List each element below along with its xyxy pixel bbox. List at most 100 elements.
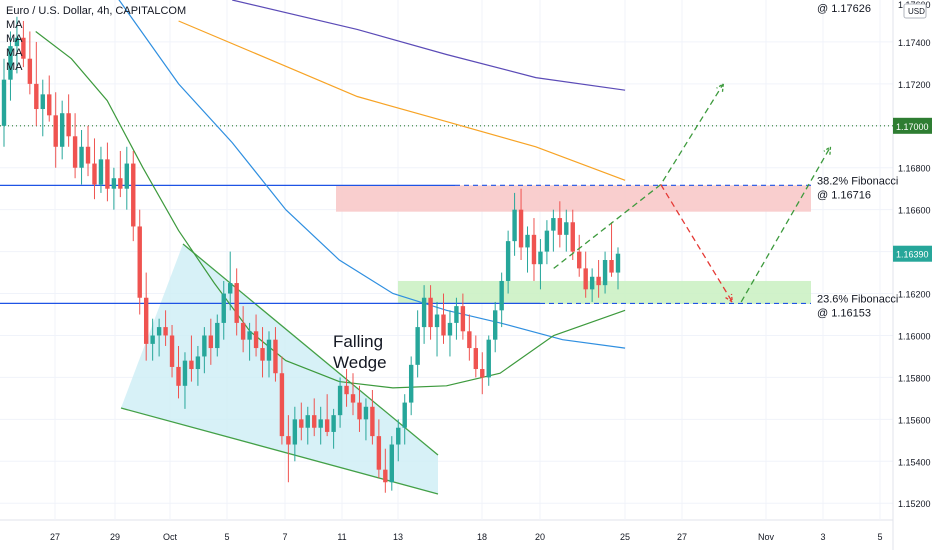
- candle-body[interactable]: [447, 322, 453, 336]
- candle-body[interactable]: [589, 276, 595, 290]
- candle-body[interactable]: [202, 335, 207, 357]
- last-price-badge[interactable]: [893, 245, 932, 262]
- candle-body[interactable]: [195, 356, 201, 370]
- candle-body[interactable]: [434, 314, 440, 328]
- candle-body[interactable]: [512, 209, 517, 242]
- candle-body[interactable]: [260, 348, 265, 361]
- currency-badge[interactable]: [903, 3, 927, 19]
- candle-body[interactable]: [273, 339, 278, 374]
- candle-body[interactable]: [59, 113, 65, 147]
- candle-body[interactable]: [131, 163, 136, 227]
- candle-body[interactable]: [480, 369, 485, 378]
- candle-body[interactable]: [176, 366, 181, 386]
- candle-body[interactable]: [486, 339, 491, 378]
- candle-body[interactable]: [163, 327, 168, 336]
- candle-body[interactable]: [363, 406, 369, 420]
- candle-body[interactable]: [602, 260, 608, 286]
- candle-body[interactable]: [499, 280, 504, 311]
- candle-body[interactable]: [305, 415, 310, 428]
- candle-body[interactable]: [583, 268, 588, 290]
- candle-body[interactable]: [234, 283, 239, 323]
- candle-body[interactable]: [266, 339, 272, 361]
- ma-legend-1[interactable]: MA: [6, 19, 23, 31]
- candle-body[interactable]: [376, 436, 382, 470]
- candle-body[interactable]: [544, 230, 550, 252]
- candle-body[interactable]: [34, 83, 39, 110]
- candle-body[interactable]: [66, 113, 71, 137]
- candle-body[interactable]: [337, 385, 343, 416]
- candle-body[interactable]: [8, 46, 13, 80]
- candle-body[interactable]: [253, 331, 259, 349]
- candle-body[interactable]: [577, 251, 582, 269]
- candle-body[interactable]: [467, 331, 472, 349]
- candle-body[interactable]: [331, 415, 336, 432]
- candle-body[interactable]: [383, 469, 388, 483]
- candle-body[interactable]: [72, 136, 78, 168]
- candle-body[interactable]: [27, 58, 33, 84]
- candle-body[interactable]: [312, 415, 317, 428]
- candle-body[interactable]: [208, 335, 214, 349]
- candle-body[interactable]: [92, 163, 97, 185]
- candle-body[interactable]: [596, 276, 601, 286]
- ma-legend-4[interactable]: MA: [6, 61, 23, 73]
- candle-body[interactable]: [570, 222, 575, 252]
- candle-body[interactable]: [182, 360, 188, 386]
- candle-body[interactable]: [21, 37, 26, 59]
- candle-body[interactable]: [98, 159, 104, 185]
- candle-body[interactable]: [505, 241, 511, 281]
- level-badge[interactable]: [893, 117, 932, 134]
- candle-body[interactable]: [143, 297, 149, 344]
- candle-body[interactable]: [85, 146, 91, 164]
- candle-body[interactable]: [551, 218, 556, 231]
- candle-body[interactable]: [137, 226, 142, 298]
- candle-body[interactable]: [357, 402, 362, 420]
- candle-body[interactable]: [389, 444, 394, 483]
- ma-legend-2[interactable]: MA: [6, 33, 23, 45]
- candle-body[interactable]: [124, 163, 129, 189]
- candle-body[interactable]: [615, 253, 621, 273]
- candle-body[interactable]: [538, 251, 543, 265]
- candle-body[interactable]: [473, 348, 479, 370]
- candle-body[interactable]: [402, 402, 407, 428]
- candle-body[interactable]: [105, 159, 110, 189]
- candle-body[interactable]: [228, 283, 233, 294]
- candle-body[interactable]: [460, 306, 466, 332]
- candle-body[interactable]: [279, 373, 285, 437]
- candle-body[interactable]: [292, 419, 298, 445]
- candle-body[interactable]: [53, 115, 58, 147]
- candle-body[interactable]: [415, 327, 420, 365]
- candle-body[interactable]: [454, 306, 459, 323]
- candle-body[interactable]: [14, 37, 20, 47]
- candle-body[interactable]: [408, 364, 414, 403]
- candle-body[interactable]: [441, 314, 446, 336]
- candle-body[interactable]: [79, 146, 84, 168]
- candle-body[interactable]: [240, 322, 246, 340]
- candle-body[interactable]: [324, 419, 330, 432]
- candle-body[interactable]: [557, 218, 563, 235]
- candle-body[interactable]: [421, 297, 427, 328]
- candle-body[interactable]: [221, 293, 226, 323]
- candle-body[interactable]: [609, 260, 614, 273]
- candle-body[interactable]: [189, 360, 194, 370]
- candle-body[interactable]: [564, 222, 569, 235]
- candle-body[interactable]: [428, 297, 433, 328]
- candle-body[interactable]: [40, 94, 45, 110]
- candle-body[interactable]: [247, 331, 252, 340]
- candle-body[interactable]: [1, 79, 7, 126]
- candle-body[interactable]: [169, 335, 175, 367]
- candle-body[interactable]: [525, 234, 530, 248]
- candle-body[interactable]: [118, 178, 123, 189]
- candle-body[interactable]: [531, 234, 537, 265]
- candle-body[interactable]: [396, 427, 401, 445]
- candle-body[interactable]: [47, 94, 52, 116]
- candle-body[interactable]: [493, 310, 498, 340]
- candle-body[interactable]: [286, 436, 291, 445]
- ma-legend-3[interactable]: MA: [6, 47, 23, 59]
- candle-body[interactable]: [318, 419, 323, 428]
- candle-body[interactable]: [150, 335, 155, 344]
- candle-body[interactable]: [518, 209, 524, 248]
- candle-body[interactable]: [156, 327, 162, 336]
- candle-body[interactable]: [344, 385, 349, 395]
- candle-body[interactable]: [370, 406, 375, 437]
